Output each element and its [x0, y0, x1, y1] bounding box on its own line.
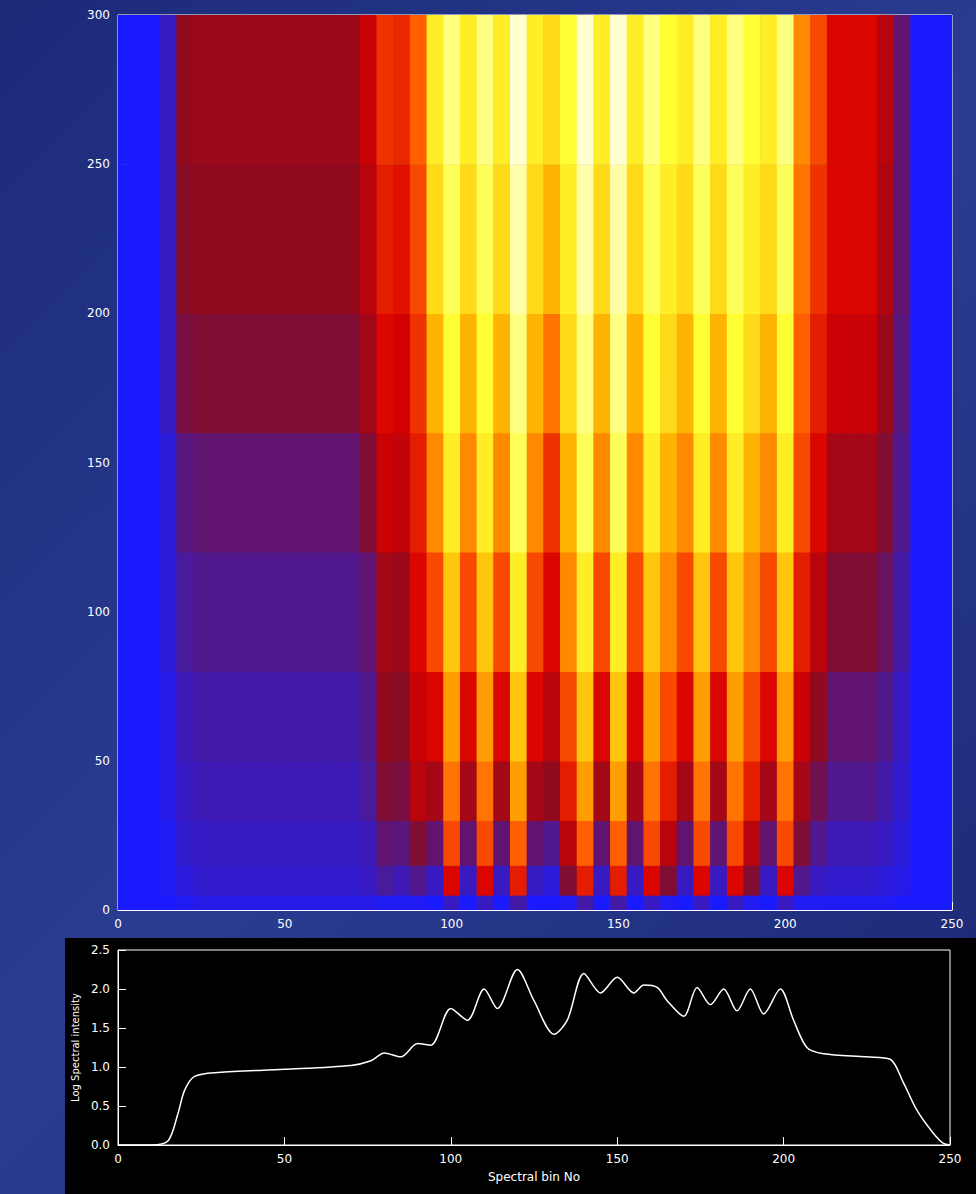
svg-text:Log Spectral intensity: Log Spectral intensity — [70, 993, 81, 1102]
svg-text:100: 100 — [87, 605, 110, 619]
svg-text:0: 0 — [114, 1152, 122, 1166]
svg-text:250: 250 — [939, 1152, 962, 1166]
svg-text:2.0: 2.0 — [91, 982, 110, 996]
svg-text:150: 150 — [87, 456, 110, 470]
svg-text:Spectral bin No: Spectral bin No — [488, 1170, 580, 1184]
svg-text:0.0: 0.0 — [91, 1138, 110, 1152]
svg-text:200: 200 — [774, 917, 797, 931]
svg-text:0: 0 — [102, 903, 110, 917]
svg-text:50: 50 — [277, 917, 292, 931]
svg-text:0.5: 0.5 — [91, 1099, 110, 1113]
svg-text:0: 0 — [114, 917, 122, 931]
svg-text:2.5: 2.5 — [91, 943, 110, 957]
svg-text:250: 250 — [87, 157, 110, 171]
svg-text:1.5: 1.5 — [91, 1021, 110, 1035]
svg-text:1.0: 1.0 — [91, 1060, 110, 1074]
svg-text:50: 50 — [95, 754, 110, 768]
svg-text:150: 150 — [606, 1152, 629, 1166]
svg-text:200: 200 — [772, 1152, 795, 1166]
svg-text:50: 50 — [277, 1152, 292, 1166]
svg-text:300: 300 — [87, 8, 110, 22]
svg-text:100: 100 — [439, 1152, 462, 1166]
svg-text:200: 200 — [87, 306, 110, 320]
svg-text:150: 150 — [607, 917, 630, 931]
svg-text:100: 100 — [440, 917, 463, 931]
svg-text:250: 250 — [941, 917, 964, 931]
